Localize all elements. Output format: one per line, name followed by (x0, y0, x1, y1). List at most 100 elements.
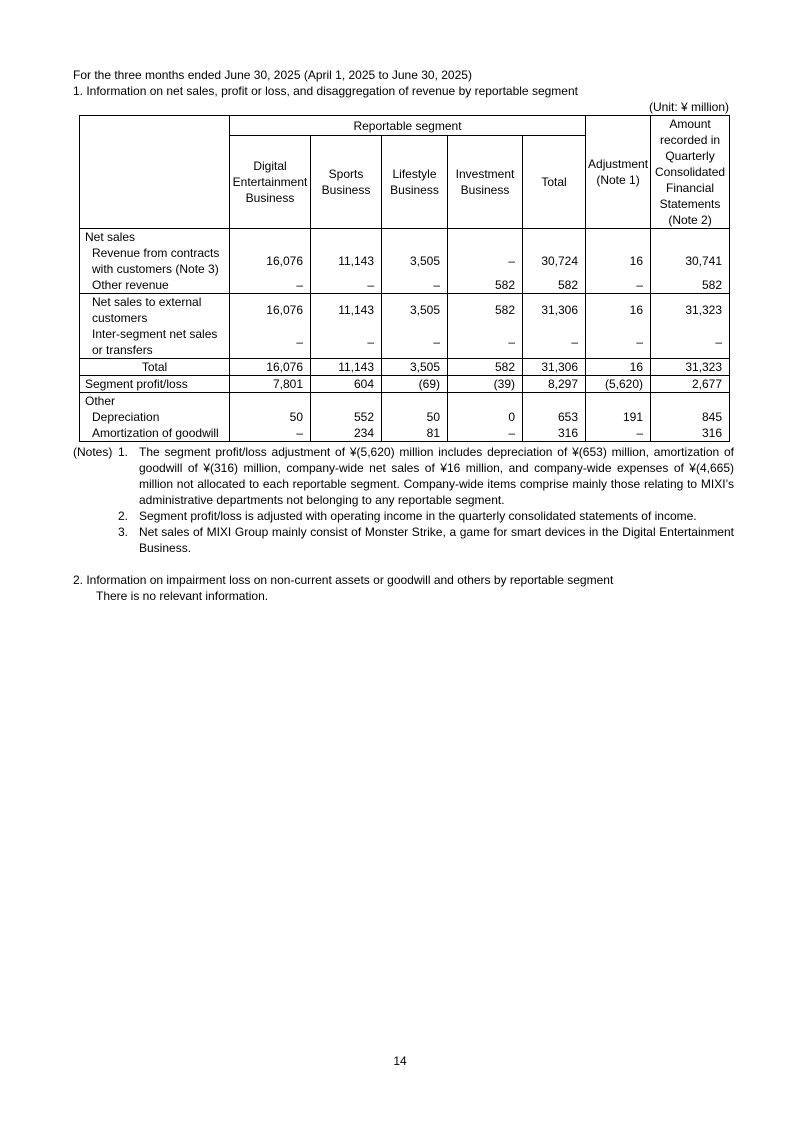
unit-label: (Unit: ¥ million) (648, 100, 729, 114)
table-row: Inter-segment net sales or transfers – – – –… (79, 326, 731, 359)
table-cell: 16 (585, 293, 652, 326)
intro: For the three months ended June 30, 2025… (73, 67, 734, 99)
table-row: Segment profit/loss 7,801 604 (69) (39) 8,297… (79, 375, 731, 393)
table-cell: 2,677 (650, 375, 731, 393)
table-cell (310, 392, 382, 409)
row-label: Net sales (79, 228, 230, 245)
table-cell: 552 (310, 409, 382, 425)
table-cell: 582 (447, 293, 523, 326)
table-cell: 582 (521, 277, 587, 294)
table-cell: (5,620) (585, 375, 652, 393)
table-cell (229, 392, 311, 409)
table-cell: – (310, 277, 382, 294)
table-cell (521, 228, 587, 245)
column-header-sports: Sports Business (310, 135, 382, 229)
table-cell: 3,505 (381, 245, 448, 277)
table-cell: 582 (447, 277, 523, 294)
table-cell: 31,306 (521, 293, 587, 326)
note-1: (Notes) 1. The segment profit/loss adjus… (73, 444, 734, 508)
table-row: Other (79, 392, 731, 409)
period-heading: For the three months ended June 30, 2025… (73, 68, 472, 82)
table-cell (650, 392, 731, 409)
note-number: 3. (118, 525, 129, 539)
table-cell (381, 392, 448, 409)
section2-body: There is no relevant information. (96, 589, 269, 603)
table-cell: 16 (585, 358, 652, 376)
table-cell (381, 228, 448, 245)
row-label: Total (79, 358, 230, 376)
table-cell (447, 392, 523, 409)
table-cell: 30,741 (650, 245, 731, 277)
table-cell (650, 228, 731, 245)
page-number: 14 (393, 1054, 407, 1068)
table-cell: 31,306 (521, 358, 587, 376)
table-row: Depreciation 50 552 50 0 653 191 845 (79, 409, 731, 425)
table-cell: 653 (521, 409, 587, 425)
row-label: Revenue from contracts with customers (N… (79, 245, 230, 277)
table-row: Net sales (79, 228, 731, 245)
table-cell: 316 (521, 425, 587, 442)
table-cell: 3,505 (381, 293, 448, 326)
table-row: Revenue from contracts with customers (N… (79, 245, 731, 277)
section1-title: 1. Information on net sales, profit or l… (73, 84, 578, 98)
row-label: Depreciation (79, 409, 230, 425)
table-cell: 234 (310, 425, 382, 442)
table-cell (585, 228, 652, 245)
table-cell: 16,076 (229, 293, 311, 326)
table-cell: 16,076 (229, 245, 311, 277)
table-cell: 8,297 (521, 375, 587, 393)
table-cell: 582 (447, 358, 523, 376)
table-cell: 11,143 (310, 245, 382, 277)
row-label-header (79, 115, 230, 229)
row-label: Other revenue (79, 277, 230, 294)
table-cell: 7,801 (229, 375, 311, 393)
row-label: Net sales to external customers (79, 293, 230, 326)
column-header-investment: Investment Business (447, 135, 523, 229)
note-text: The segment profit/loss adjustment of ¥(… (139, 445, 734, 507)
table-cell: 316 (650, 425, 731, 442)
table-cell: 604 (310, 375, 382, 393)
notes: (Notes) 1. The segment profit/loss adjus… (73, 444, 734, 556)
table-cell: 191 (585, 409, 652, 425)
column-header-adjustment: Adjustment (Note 1) (585, 115, 652, 229)
table-cell: 31,323 (650, 293, 731, 326)
table-cell: 30,724 (521, 245, 587, 277)
table-cell (310, 228, 382, 245)
table-cell: – (585, 277, 652, 294)
table-cell (447, 228, 523, 245)
table-row: Total 16,076 11,143 3,505 582 31,306 16 31,323 (79, 358, 731, 376)
table-cell: 3,505 (381, 358, 448, 376)
table-cell: 0 (447, 409, 523, 425)
table-cell: – (310, 326, 382, 359)
row-label: Amortization of goodwill (79, 425, 230, 442)
table-cell: – (381, 277, 448, 294)
column-header-consolidated: Amount recorded in Quarterly Consolidate… (650, 115, 731, 229)
table-cell: – (585, 425, 652, 442)
table-cell (585, 392, 652, 409)
note-3: 3. Net sales of MIXI Group mainly consis… (73, 524, 734, 556)
table-cell: – (521, 326, 587, 359)
table-cell: 50 (381, 409, 448, 425)
table-cell: – (229, 277, 311, 294)
table-cell: 16,076 (229, 358, 311, 376)
table-cell: – (650, 326, 731, 359)
note-number: 2. (118, 509, 129, 523)
table-cell: – (447, 245, 523, 277)
note-text: Net sales of MIXI Group mainly consist o… (139, 525, 734, 555)
table-cell: – (229, 425, 311, 442)
table-cell: – (381, 326, 448, 359)
table-row: Net sales to external customers 16,076 11,… (79, 293, 731, 326)
table-cell: (39) (447, 375, 523, 393)
row-label: Inter-segment net sales or transfers (79, 326, 230, 359)
table-cell: – (447, 326, 523, 359)
table-cell: 11,143 (310, 293, 382, 326)
table-row: Other revenue – – –582 582–582 (79, 277, 731, 294)
table-cell: 81 (381, 425, 448, 442)
table-row: Amortization of goodwill –234 81–316–316 (79, 425, 731, 442)
table-cell (229, 228, 311, 245)
note-number: 1. (118, 445, 129, 459)
section2: 2. Information on impairment loss on non… (73, 572, 734, 604)
section2-title: 2. Information on impairment loss on non… (73, 573, 614, 587)
note-2: 2. Segment profit/loss is adjusted with … (73, 508, 734, 524)
table-cell: – (447, 425, 523, 442)
